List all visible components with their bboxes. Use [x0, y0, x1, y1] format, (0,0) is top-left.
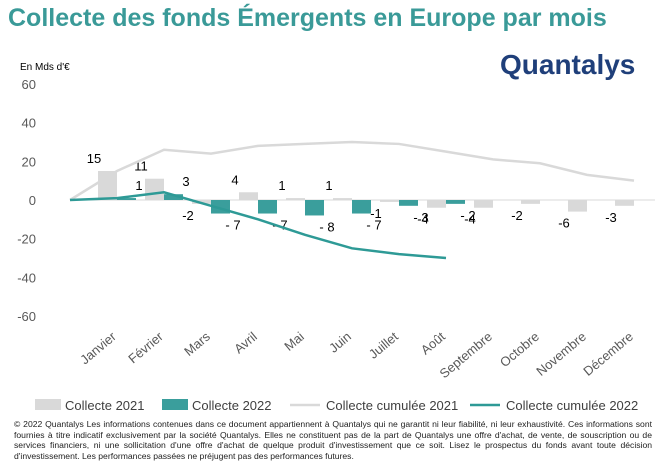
data-label: - 7 — [366, 218, 381, 233]
data-label: 1 — [325, 178, 332, 193]
data-label: 3 — [182, 174, 189, 189]
y-tick-label: -60 — [17, 309, 36, 324]
data-label: -6 — [558, 216, 570, 231]
bar — [258, 200, 277, 214]
x-tick-label: Décembre — [580, 329, 636, 379]
y-tick-label: 0 — [29, 193, 36, 208]
bar — [380, 200, 399, 202]
bar — [427, 200, 446, 208]
x-tick-label: Octobre — [497, 329, 542, 370]
y-tick-label: -40 — [17, 270, 36, 285]
legend-label: Collecte cumulée 2022 — [506, 398, 638, 413]
y-tick-label: 40 — [22, 116, 36, 131]
legend-swatch — [162, 399, 188, 410]
data-label: 1 — [278, 178, 285, 193]
bar — [399, 200, 418, 206]
data-label: -4 — [417, 212, 429, 227]
legend-label: Collecte 2022 — [192, 398, 272, 413]
x-tick-label: Mai — [281, 329, 307, 354]
bar — [568, 200, 587, 212]
x-tick-label: Juin — [326, 329, 354, 356]
y-tick-label: 20 — [22, 154, 36, 169]
bar — [474, 200, 493, 208]
x-tick-label: Février — [125, 328, 166, 366]
x-tick-label: Janvier — [77, 328, 119, 367]
data-label: 1 — [135, 178, 142, 193]
y-tick-label: -20 — [17, 232, 36, 247]
x-tick-label: Août — [418, 329, 448, 358]
data-label: -4 — [464, 212, 476, 227]
bar — [352, 200, 371, 214]
x-tick-label: Mars — [181, 328, 213, 358]
data-label: -2 — [182, 208, 194, 223]
data-label: -1 — [370, 206, 382, 221]
legend-label: Collecte cumulée 2021 — [326, 398, 458, 413]
bar — [164, 194, 183, 200]
bar — [305, 200, 324, 216]
legend-label: Collecte 2021 — [65, 398, 145, 413]
line — [69, 190, 447, 260]
bar — [446, 200, 465, 204]
bar — [98, 171, 117, 200]
x-tick-label: Juillet — [366, 329, 401, 362]
bar — [521, 200, 540, 204]
x-tick-label: Avril — [231, 329, 260, 357]
data-label: 15 — [87, 151, 101, 166]
bar — [615, 200, 634, 206]
data-label: -2 — [511, 208, 523, 223]
line — [69, 140, 635, 202]
data-label: - 7 — [225, 218, 240, 233]
legend-swatch — [35, 399, 61, 410]
y-axis-label: En Mds d'€ — [20, 62, 70, 73]
x-tick-label: Novembre — [533, 329, 589, 379]
bar — [145, 178, 164, 200]
bar — [239, 192, 258, 200]
x-tick-label: Septembre — [437, 329, 495, 381]
chart-title: Collecte des fonds Émergents en Europe p… — [8, 3, 607, 32]
bar — [333, 198, 352, 200]
data-label: - 2 — [460, 208, 475, 223]
data-label: - 3 — [413, 210, 428, 225]
data-label: - 8 — [319, 219, 334, 234]
bar — [117, 198, 136, 200]
logo: Quantalys — [500, 49, 635, 80]
data-label: -3 — [605, 210, 617, 225]
footnote: © 2022 Quantalys Les informations conten… — [14, 419, 652, 461]
data-label: 4 — [231, 172, 238, 187]
bar — [286, 198, 305, 200]
chart: Collecte des fonds Émergents en Europe p… — [8, 3, 655, 413]
y-tick-label: 60 — [22, 77, 36, 92]
